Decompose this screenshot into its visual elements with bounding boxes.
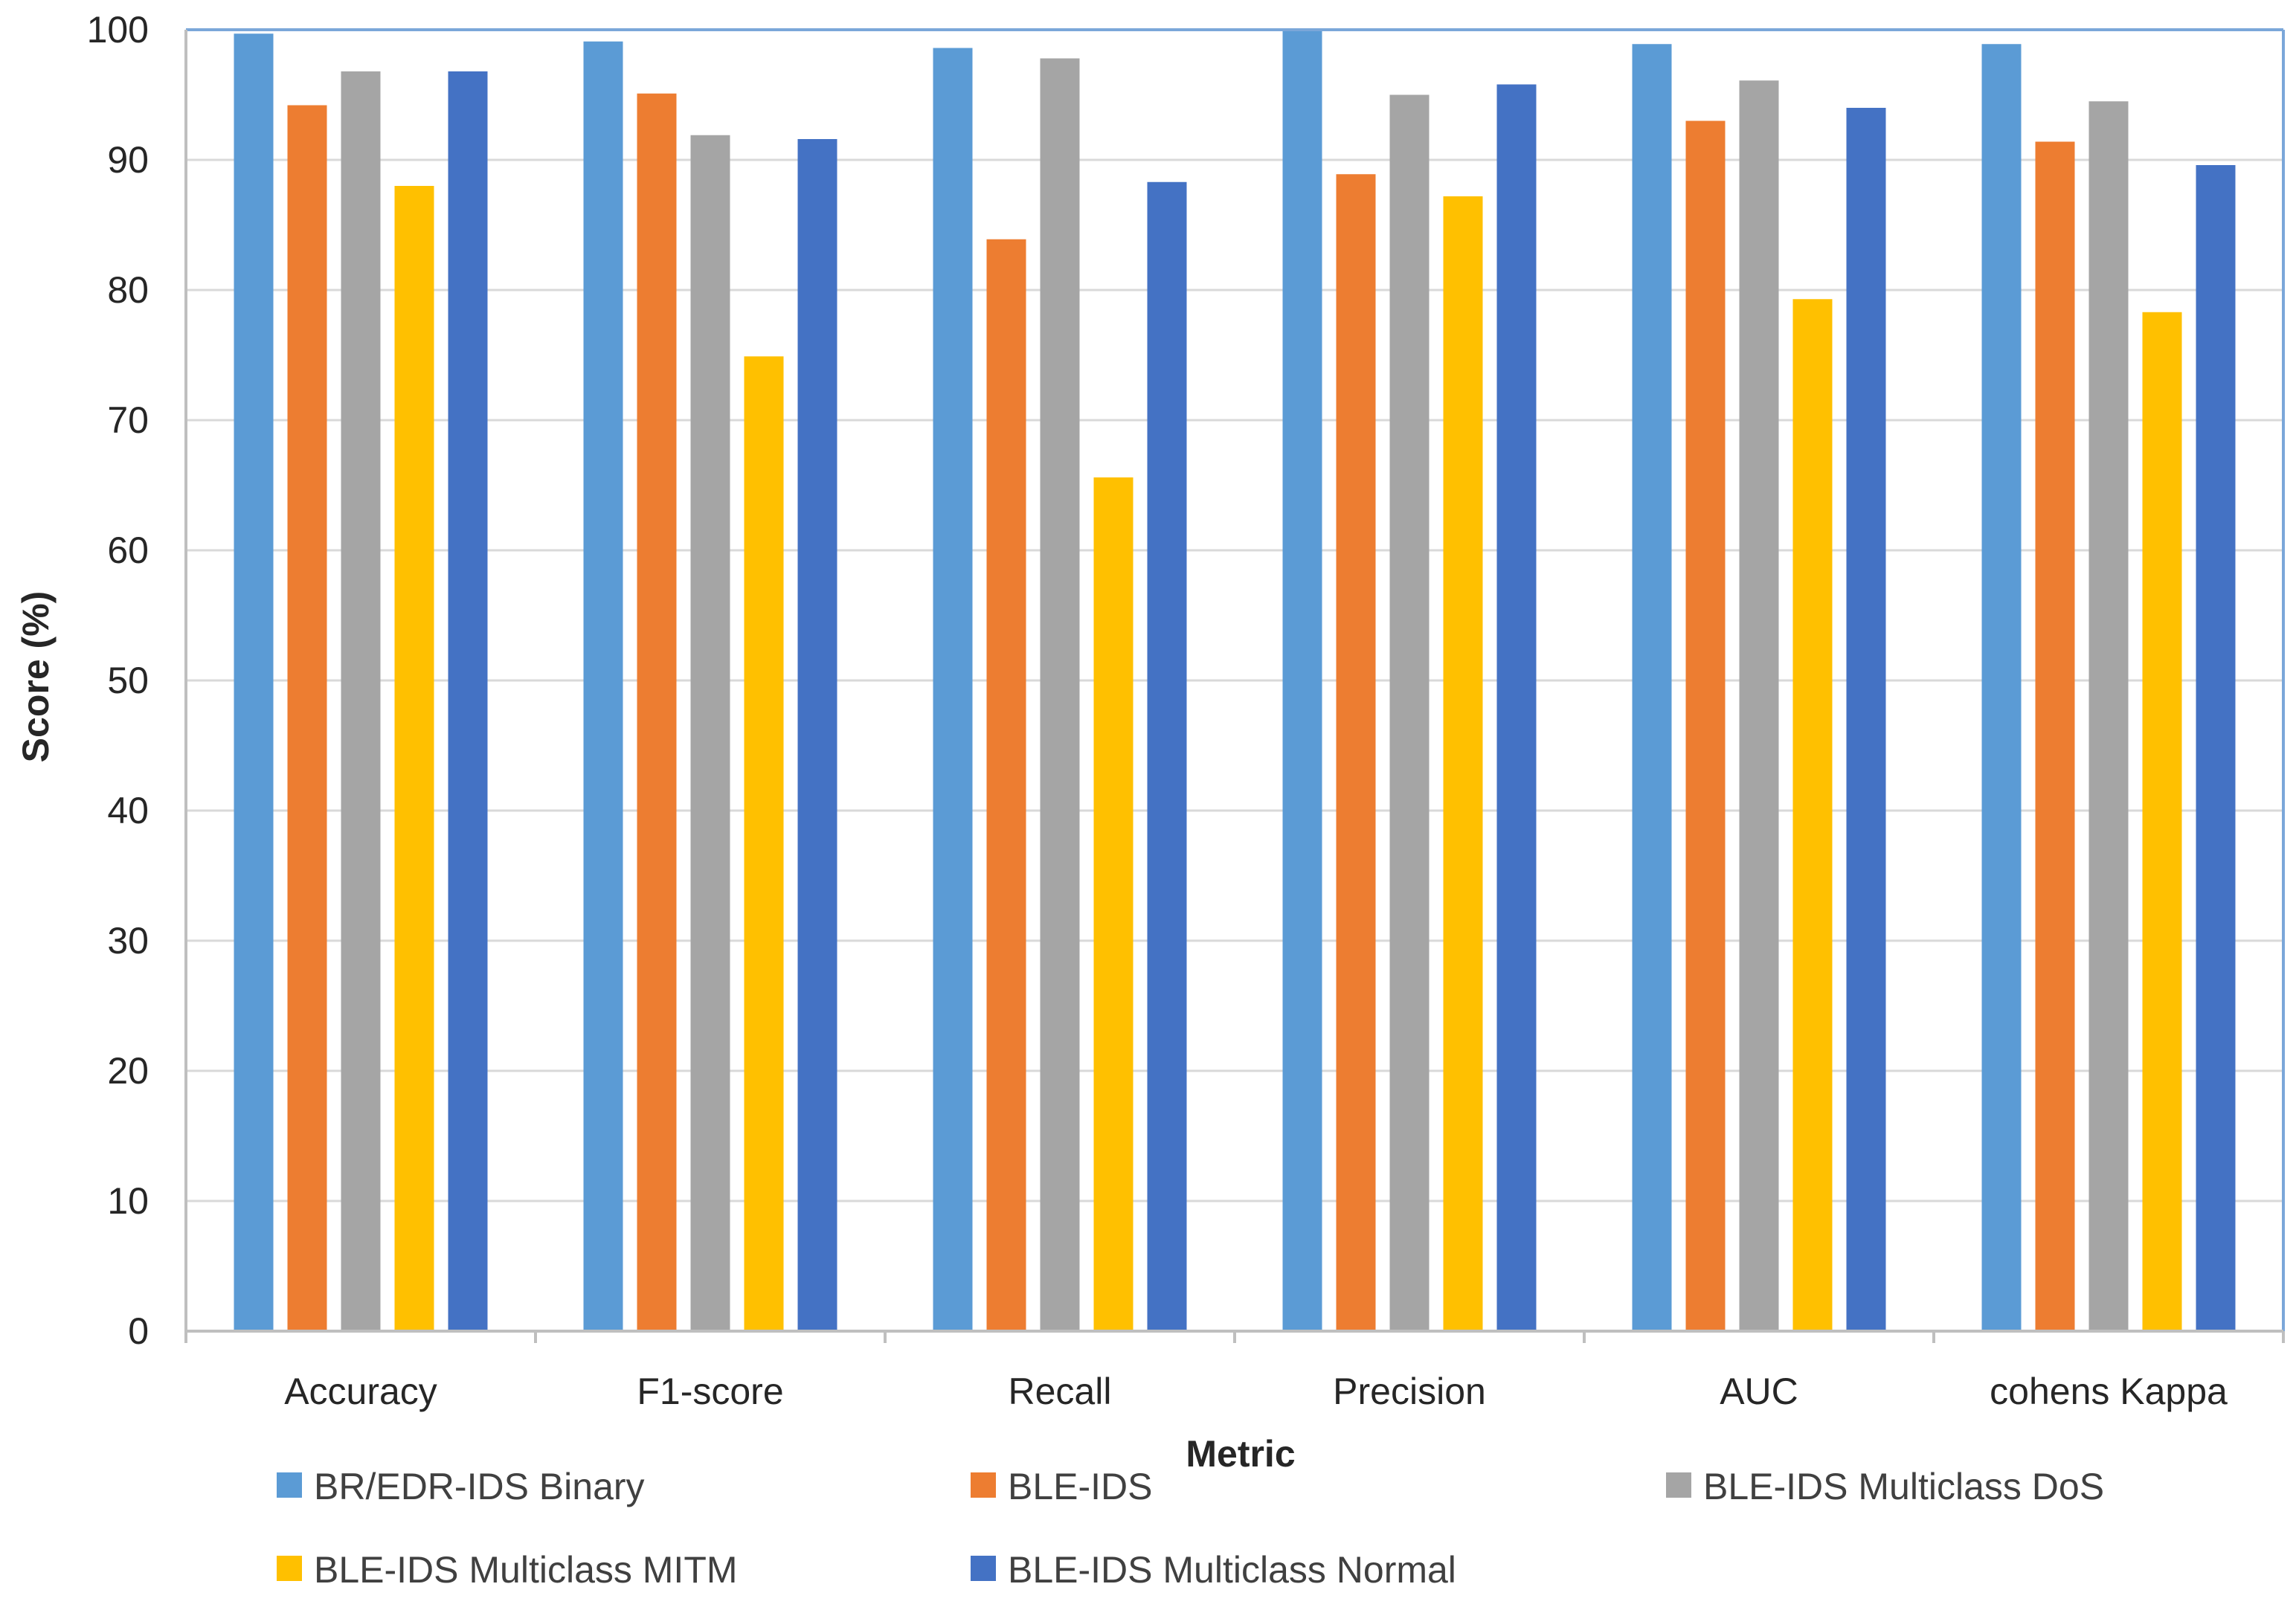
- axes: [184, 28, 2285, 1343]
- legend-label: BR/EDR-IDS Binary: [314, 1466, 645, 1507]
- legend-label: BLE-IDS Multiclass Normal: [1008, 1549, 1456, 1591]
- legend-swatch: [277, 1472, 302, 1498]
- bar-accuracy-4: [448, 71, 488, 1331]
- x-tick-label: F1-score: [637, 1371, 783, 1412]
- bar-recall-2: [1040, 58, 1080, 1331]
- bar-cohens-kappa-0: [1981, 44, 2022, 1331]
- legend-swatch: [971, 1556, 996, 1581]
- bar-f1-score-2: [690, 135, 730, 1331]
- bar-recall-4: [1147, 181, 1187, 1331]
- x-tick-label: Precision: [1333, 1371, 1486, 1412]
- bar-cohens-kappa-2: [2088, 101, 2129, 1331]
- y-tick-labels: 0 10 20 30 40 50 60 70 80 90 100: [87, 9, 149, 1352]
- y-tick-label: 70: [107, 399, 149, 441]
- bar-f1-score-3: [744, 356, 784, 1331]
- bar-accuracy-0: [234, 33, 274, 1331]
- legend-swatch: [971, 1472, 996, 1498]
- legend-label: BLE-IDS Multiclass DoS: [1703, 1466, 2104, 1507]
- y-axis-title: Score (%): [15, 591, 57, 763]
- y-tick-label: 80: [107, 269, 149, 311]
- bar-f1-score-4: [797, 139, 837, 1331]
- y-tick-label: 50: [107, 660, 149, 701]
- y-tick-label: 90: [107, 139, 149, 181]
- bar-precision-1: [1336, 174, 1376, 1331]
- bar-f1-score-0: [583, 41, 623, 1331]
- bar-auc-3: [1792, 299, 1833, 1331]
- legend-swatch: [277, 1556, 302, 1581]
- legend-label: BLE-IDS: [1008, 1466, 1153, 1507]
- bar-recall-3: [1093, 477, 1133, 1331]
- y-tick-label: 20: [107, 1050, 149, 1092]
- bar-recall-0: [933, 48, 973, 1331]
- y-tick-label: 60: [107, 529, 149, 571]
- bar-auc-0: [1632, 44, 1672, 1331]
- bar-precision-3: [1443, 196, 1483, 1331]
- legend: BR/EDR-IDS Binary BLE-IDS BLE-IDS Multicla…: [277, 1466, 2104, 1591]
- x-tick-labels: Accuracy F1-score Recall Precision AUC cohens…: [284, 1371, 2228, 1412]
- y-tick-label: 40: [107, 790, 149, 831]
- x-tick-label: Recall: [1009, 1371, 1112, 1412]
- bar-f1-score-1: [637, 93, 677, 1331]
- bar-accuracy-2: [341, 71, 381, 1331]
- bar-recall-1: [986, 239, 1026, 1331]
- bar-auc-1: [1685, 120, 1726, 1331]
- bar-precision-2: [1389, 94, 1430, 1331]
- bar-cohens-kappa-4: [2196, 165, 2236, 1331]
- bar-precision-0: [1282, 30, 1322, 1331]
- bar-cohens-kappa-1: [2035, 141, 2075, 1331]
- x-axis-title: Metric: [1186, 1433, 1295, 1475]
- bar-cohens-kappa-3: [2142, 312, 2182, 1331]
- gridlines: [186, 28, 2283, 1333]
- bar-auc-4: [1846, 108, 1886, 1331]
- bar-precision-4: [1496, 84, 1537, 1331]
- legend-label: BLE-IDS Multiclass MITM: [314, 1549, 738, 1591]
- x-tick-label: cohens Kappa: [1990, 1371, 2228, 1412]
- legend-swatch: [1666, 1472, 1691, 1498]
- x-tick-label: AUC: [1720, 1371, 1798, 1412]
- y-tick-label: 30: [107, 920, 149, 962]
- x-tick-label: Accuracy: [284, 1371, 437, 1412]
- bar-auc-2: [1739, 80, 1779, 1331]
- y-tick-label: 0: [128, 1310, 149, 1352]
- y-tick-label: 10: [107, 1180, 149, 1222]
- bar-accuracy-3: [394, 186, 434, 1331]
- bar-accuracy-1: [287, 105, 327, 1331]
- bars: [234, 30, 2236, 1331]
- y-tick-label: 100: [87, 9, 149, 51]
